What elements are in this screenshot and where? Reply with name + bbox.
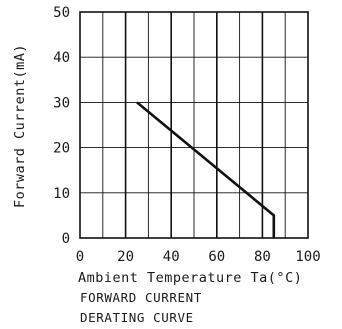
chart-grid xyxy=(80,12,308,238)
x-tick-label-60: 60 xyxy=(208,249,225,265)
chart-caption-line-1: FORWARD CURRENT xyxy=(80,290,202,305)
y-axis-label: Forward Current(mA) xyxy=(12,44,28,208)
y-tick-label-40: 40 xyxy=(53,50,70,66)
x-tick-labels: 0 20 40 60 80 100 xyxy=(76,249,321,265)
x-tick-label-20: 20 xyxy=(117,249,134,265)
y-tick-label-20: 20 xyxy=(53,141,70,157)
plot-frame xyxy=(79,11,309,239)
x-axis-label: Ambient Temperature Ta(°C) xyxy=(78,270,302,286)
plot-border xyxy=(79,11,309,239)
chart-caption-line-2: DERATING CURVE xyxy=(80,310,194,325)
x-tick-label-0: 0 xyxy=(76,249,84,265)
y-tick-label-30: 30 xyxy=(53,95,70,111)
y-tick-label-10: 10 xyxy=(53,186,70,202)
x-tick-label-80: 80 xyxy=(254,249,271,265)
y-tick-labels: 0 10 20 30 40 50 xyxy=(53,5,70,247)
y-tick-label-0: 0 xyxy=(62,231,70,247)
x-tick-label-40: 40 xyxy=(163,249,180,265)
series-line-0 xyxy=(136,101,276,238)
y-tick-label-50: 50 xyxy=(53,5,70,21)
x-tick-label-100: 100 xyxy=(295,249,320,265)
derating-curve xyxy=(136,101,276,239)
